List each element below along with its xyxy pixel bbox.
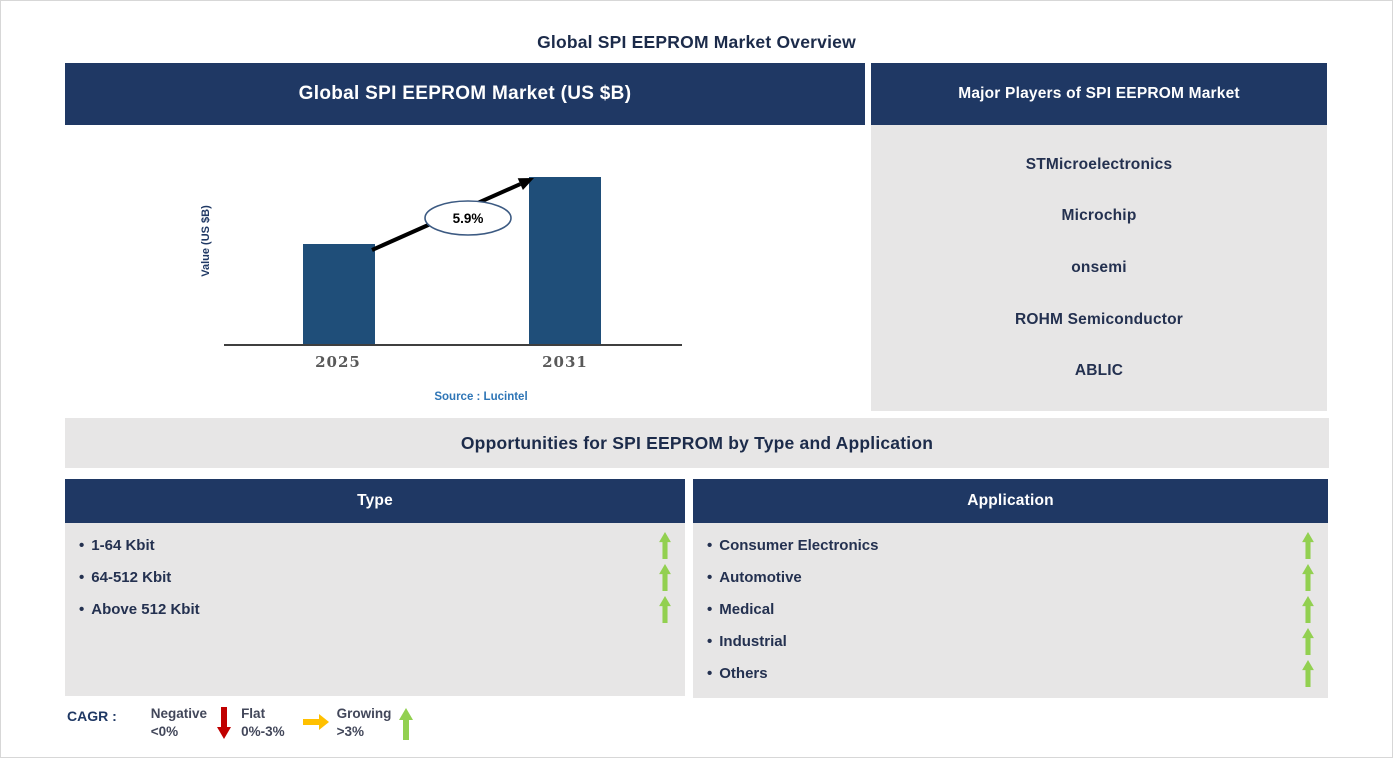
type-item-label: • 1-64 Kbit [79, 536, 155, 554]
cagr-ellipse [424, 200, 512, 236]
legend-entry-text: Growing >3% [337, 705, 392, 740]
legend-entry-negative: Negative <0% [151, 705, 232, 740]
up-arrow-icon [1302, 563, 1314, 591]
player-name: STMicroelectronics [1025, 155, 1173, 173]
bullet-icon: • [707, 568, 713, 586]
up-arrow-icon [659, 531, 671, 559]
list-item: • 1-64 Kbit [65, 529, 685, 561]
down-arrow-icon [217, 707, 232, 739]
list-item: • Automotive [693, 561, 1328, 593]
legend-range: <0% [150, 723, 179, 739]
player-name: ABLIC [1074, 362, 1124, 380]
cagr-legend-title: CAGR : [67, 708, 117, 724]
up-arrow-icon [1302, 595, 1314, 623]
bullet-icon: • [79, 568, 85, 586]
application-item-label: • Others [707, 664, 768, 682]
page-title: Global SPI EEPROM Market Overview [537, 32, 856, 52]
player-name: Microchip [1061, 207, 1137, 225]
application-panel: Application • Consumer Electronics • Autom… [693, 479, 1328, 698]
players-list: STMicroelectronics Microchip onsemi ROHM… [871, 125, 1327, 411]
bar-chart: Value (US $B) 2025 2031 5.9% Source : Lu… [65, 125, 865, 411]
application-items: • Consumer Electronics • Automotive • Medic… [693, 523, 1328, 698]
player-name: onsemi [1071, 258, 1127, 276]
legend-entry-flat: Flat 0%-3% [241, 705, 329, 740]
chart-y-axis-label: Value (US $B) [200, 205, 212, 277]
bullet-icon: • [79, 600, 85, 618]
legend-name: Growing [336, 706, 392, 721]
list-item: • Above 512 Kbit [65, 593, 685, 625]
chart-source: Source : Lucintel [434, 391, 528, 403]
market-chart-header: Global SPI EEPROM Market (US $B) [65, 63, 865, 125]
legend-entry-text: Negative <0% [151, 705, 207, 740]
list-item: • 64-512 Kbit [65, 561, 685, 593]
legend-range: >3% [336, 723, 364, 739]
up-arrow-icon [659, 595, 671, 623]
up-arrow-icon [1302, 659, 1314, 687]
legend-range: 0%-3% [241, 723, 285, 739]
up-arrow-icon [1302, 627, 1314, 655]
legend-name: Flat [241, 706, 266, 721]
x-tick-2025: 2025 [315, 353, 361, 371]
bar-2025 [303, 244, 375, 344]
application-item-label: • Automotive [707, 568, 802, 586]
up-arrow-icon [659, 563, 671, 591]
x-tick-2031: 2031 [542, 353, 588, 371]
application-item-label: • Consumer Electronics [707, 536, 879, 554]
list-item: • Medical [693, 593, 1328, 625]
legend-entry-text: Flat 0%-3% [241, 705, 285, 740]
application-item-label: • Industrial [707, 632, 787, 650]
bullet-icon: • [707, 632, 713, 650]
list-item: • Others [693, 657, 1328, 689]
bullet-icon: • [707, 600, 713, 618]
bar-2031 [529, 177, 601, 344]
application-item-label: • Medical [707, 600, 775, 618]
list-item: • Industrial [693, 625, 1328, 657]
opportunities-band-title: Opportunities for SPI EEPROM by Type and… [65, 418, 1329, 468]
major-players-header: Major Players of SPI EEPROM Market [871, 63, 1327, 125]
growth-arrow-overlay: 5.9% [371, 178, 534, 252]
up-arrow-icon [1302, 531, 1314, 559]
legend-name: Negative [150, 706, 208, 721]
cagr-legend: CAGR : Negative <0% Flat 0%-3% Growing >… [67, 705, 414, 741]
bullet-icon: • [707, 664, 713, 682]
legend-entry-growing: Growing >3% [337, 705, 414, 741]
player-name: ROHM Semiconductor [1014, 310, 1184, 328]
list-item: • Consumer Electronics [693, 529, 1328, 561]
cagr-value: 5.9% [453, 211, 484, 226]
bullet-icon: • [79, 536, 85, 554]
up-arrow-icon [399, 708, 414, 740]
growth-arrow-line [371, 182, 522, 252]
right-arrow-icon [302, 714, 329, 730]
type-item-label: • Above 512 Kbit [79, 600, 200, 618]
type-item-label: • 64-512 Kbit [79, 568, 172, 586]
market-chart-panel: Global SPI EEPROM Market (US $B) Value (… [65, 63, 865, 411]
chart-x-axis [224, 344, 682, 346]
type-panel: Type • 1-64 Kbit • 64-512 Kbit • Above 512 … [65, 479, 685, 696]
type-panel-header: Type [65, 479, 685, 523]
major-players-panel: Major Players of SPI EEPROM Market STMic… [871, 63, 1327, 411]
bullet-icon: • [707, 536, 713, 554]
application-panel-header: Application [693, 479, 1328, 523]
type-items: • 1-64 Kbit • 64-512 Kbit • Above 512 Kbit [65, 523, 685, 696]
